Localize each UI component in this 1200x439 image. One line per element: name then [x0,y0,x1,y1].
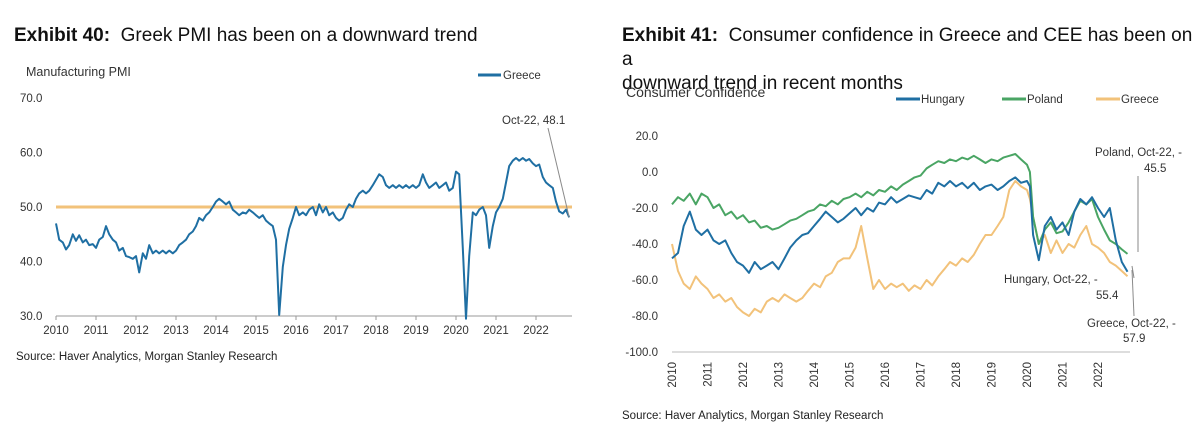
exhibit-40-number: Exhibit 40: [14,25,111,46]
cc-y-tick: 0.0 [642,167,658,179]
pmi-y-tick: 50.0 [20,202,42,214]
cc-x-tick: 2017 [916,362,928,388]
cc-y-tick: -100.0 [625,347,658,359]
cc-y-tick: -40.0 [632,239,658,251]
pmi-annotation: Oct-22, 48.1 [502,115,565,127]
exhibit-41-source: Source: Haver Analytics, Morgan Stanley … [622,410,884,422]
pmi-x-tick: 2015 [243,325,269,337]
pmi-y-tick: 70.0 [20,93,42,105]
pmi-x-axis: 2010 2011 2012 2013 2014 2015 2016 2017 2018 2019… [43,315,572,337]
cc-legend: Hungary Poland Greece [896,94,1159,106]
cc-x-tick: 2014 [809,361,821,387]
pmi-y-axis: 70.0 60.0 50.0 40.0 30.0 [20,93,42,323]
cc-x-axis: 2010 2011 2012 2013 2014 2015 2016 2017 2018 2019… [667,351,1130,388]
pmi-x-tick: 2022 [523,325,549,337]
cc-x-tick: 2020 [1022,362,1034,388]
pmi-y-tick: 40.0 [20,257,42,269]
pmi-x-tick: 2011 [84,325,109,337]
exhibit-40-source: Source: Haver Analytics, Morgan Stanley … [16,351,278,363]
cc-legend-poland: Poland [1027,94,1063,106]
cc-x-tick: 2021 [1058,362,1070,388]
pmi-legend: Greece [478,70,541,82]
pmi-x-tick: 2018 [363,325,389,337]
cc-annotation-hungary-line1: Hungary, Oct-22, - [1004,274,1098,286]
cc-annotation-greece: Greece, Oct-22, - 57.9 [1087,318,1176,345]
cc-annotation-poland-line2: 45.5 [1144,163,1166,175]
pmi-x-tick: 2021 [483,325,509,337]
cc-annotation-greece-line1: Greece, Oct-22, - [1087,318,1176,330]
pmi-chart: Manufacturing PMI Greece 70.0 60.0 50.0 40.… [20,65,572,337]
cc-legend-hungary: Hungary [921,94,965,106]
exhibit-40-title-text: Greek PMI has been on a downward trend [120,25,478,46]
cc-x-tick: 2010 [667,362,679,388]
pmi-chart-title: Manufacturing PMI [26,65,131,79]
cc-y-tick: -60.0 [632,275,658,287]
pmi-x-tick: 2020 [443,325,469,337]
exhibit-41-title-line1: Consumer confidence in Greece and CEE ha… [622,25,1193,70]
cc-annotation-poland: Poland, Oct-22, - 45.5 [1095,147,1182,175]
cc-x-tick: 2011 [703,362,715,387]
cc-series-hungary [671,176,1129,274]
cc-y-axis: 20.0 0.0 -20.0 -40.0 -60.0 -80.0 -100.0 [625,131,658,359]
pmi-x-tick: 2017 [323,325,349,337]
cc-x-tick: 2019 [987,362,999,388]
pmi-legend-greece: Greece [503,70,541,82]
pmi-x-tick: 2014 [203,325,229,337]
cc-leader-greece [1131,269,1135,317]
pmi-y-tick: 60.0 [20,148,42,160]
cc-leader-hungary [1131,265,1135,279]
pmi-x-tick: 2019 [403,325,429,337]
pmi-x-tick: 2016 [283,325,309,337]
pmi-series-greece [55,157,571,320]
exhibit-41-title-line2: downward trend in recent months [622,73,903,94]
pmi-annotation-leader [547,127,570,218]
cc-chart-title: Consumer Confidence [626,84,766,100]
cc-x-tick: 2018 [951,362,963,388]
cc-y-tick: -20.0 [632,203,658,215]
exhibit-41-title: Exhibit 41: Consumer confidence in Greec… [622,24,1200,96]
cc-x-tick: 2013 [774,362,786,388]
cc-x-tick: 2022 [1093,362,1105,388]
pmi-x-tick: 2012 [123,325,149,337]
cc-legend-greece: Greece [1121,94,1159,106]
exhibit-41-number: Exhibit 41: [622,25,719,46]
cc-annotation-hungary-line2: 55.4 [1096,290,1119,302]
cc-annotation-poland-line1: Poland, Oct-22, - [1095,147,1182,159]
consumer-confidence-chart: Consumer Confidence Hungary Poland Greec… [625,84,1182,388]
exhibit-41-panel: Exhibit 41: Consumer confidence in Greec… [600,0,1200,439]
pmi-x-tick: 2013 [163,325,189,337]
exhibit-40-panel: Exhibit 40: Greek PMI has been on a down… [14,24,572,363]
pmi-y-tick: 30.0 [20,311,42,323]
cc-x-tick: 2015 [845,362,857,388]
pmi-x-tick: 2010 [43,325,69,337]
exhibit-40-title: Exhibit 40: Greek PMI has been on a down… [14,24,478,48]
cc-annotation-hungary: Hungary, Oct-22, - 55.4 [1004,274,1119,302]
cc-series-poland [671,153,1129,255]
cc-annotation-greece-line2: 57.9 [1123,333,1145,345]
cc-y-tick: 20.0 [636,131,658,143]
cc-y-tick: -80.0 [632,311,658,323]
cc-x-tick: 2016 [880,362,892,388]
cc-x-tick: 2012 [738,362,750,388]
cc-series-greece [671,180,1129,317]
